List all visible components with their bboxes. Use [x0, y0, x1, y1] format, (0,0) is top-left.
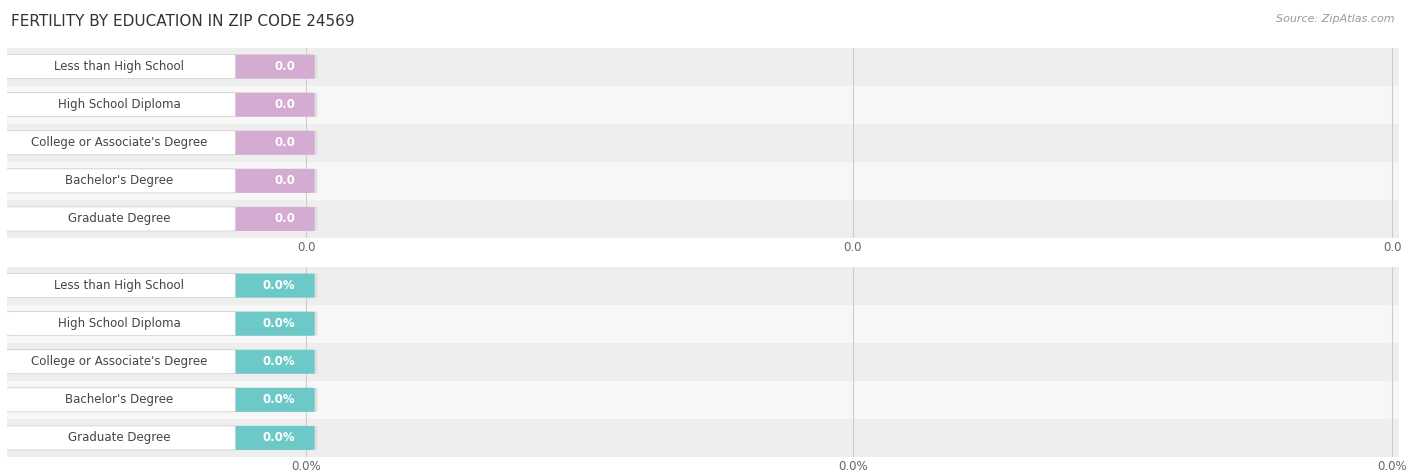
FancyBboxPatch shape [3, 312, 315, 336]
FancyBboxPatch shape [0, 350, 318, 374]
FancyBboxPatch shape [3, 55, 235, 79]
FancyBboxPatch shape [0, 388, 318, 412]
Text: Graduate Degree: Graduate Degree [67, 431, 170, 445]
Text: 0.0%: 0.0% [263, 355, 295, 368]
FancyBboxPatch shape [3, 274, 315, 298]
Text: College or Associate's Degree: College or Associate's Degree [31, 355, 207, 368]
Text: 0.0%: 0.0% [263, 393, 295, 407]
FancyBboxPatch shape [7, 381, 1399, 419]
Text: High School Diploma: High School Diploma [58, 98, 180, 111]
Text: 0.0: 0.0 [274, 136, 295, 149]
Text: Less than High School: Less than High School [53, 60, 184, 73]
FancyBboxPatch shape [3, 169, 235, 193]
Text: Source: ZipAtlas.com: Source: ZipAtlas.com [1277, 14, 1395, 24]
FancyBboxPatch shape [7, 200, 1399, 238]
FancyBboxPatch shape [3, 388, 235, 412]
Text: Graduate Degree: Graduate Degree [67, 212, 170, 226]
FancyBboxPatch shape [3, 426, 235, 450]
FancyBboxPatch shape [7, 162, 1399, 200]
FancyBboxPatch shape [0, 207, 318, 231]
FancyBboxPatch shape [0, 131, 318, 155]
FancyBboxPatch shape [3, 93, 315, 117]
FancyBboxPatch shape [3, 350, 235, 374]
FancyBboxPatch shape [3, 93, 235, 117]
FancyBboxPatch shape [7, 48, 1399, 86]
FancyBboxPatch shape [7, 419, 1399, 457]
FancyBboxPatch shape [7, 86, 1399, 124]
FancyBboxPatch shape [3, 388, 315, 412]
FancyBboxPatch shape [0, 426, 318, 450]
Text: College or Associate's Degree: College or Associate's Degree [31, 136, 207, 149]
FancyBboxPatch shape [3, 312, 235, 336]
FancyBboxPatch shape [7, 267, 1399, 305]
Text: High School Diploma: High School Diploma [58, 317, 180, 330]
Text: 0.0: 0.0 [274, 98, 295, 111]
Text: 0.0%: 0.0% [263, 431, 295, 445]
FancyBboxPatch shape [0, 55, 318, 79]
FancyBboxPatch shape [7, 305, 1399, 343]
FancyBboxPatch shape [3, 426, 315, 450]
FancyBboxPatch shape [7, 124, 1399, 162]
FancyBboxPatch shape [3, 350, 315, 374]
FancyBboxPatch shape [0, 169, 318, 193]
FancyBboxPatch shape [7, 343, 1399, 381]
Text: FERTILITY BY EDUCATION IN ZIP CODE 24569: FERTILITY BY EDUCATION IN ZIP CODE 24569 [11, 14, 354, 30]
FancyBboxPatch shape [0, 274, 318, 298]
FancyBboxPatch shape [3, 169, 315, 193]
Text: Bachelor's Degree: Bachelor's Degree [65, 174, 173, 188]
FancyBboxPatch shape [3, 131, 315, 155]
Text: 0.0%: 0.0% [263, 279, 295, 292]
FancyBboxPatch shape [3, 274, 235, 298]
Text: 0.0%: 0.0% [263, 317, 295, 330]
FancyBboxPatch shape [3, 207, 315, 231]
FancyBboxPatch shape [0, 93, 318, 117]
Text: 0.0: 0.0 [274, 60, 295, 73]
Text: Less than High School: Less than High School [53, 279, 184, 292]
Text: Bachelor's Degree: Bachelor's Degree [65, 393, 173, 407]
Text: 0.0: 0.0 [274, 212, 295, 226]
Text: 0.0: 0.0 [274, 174, 295, 188]
FancyBboxPatch shape [3, 55, 315, 79]
FancyBboxPatch shape [0, 312, 318, 336]
FancyBboxPatch shape [3, 207, 235, 231]
FancyBboxPatch shape [3, 131, 235, 155]
